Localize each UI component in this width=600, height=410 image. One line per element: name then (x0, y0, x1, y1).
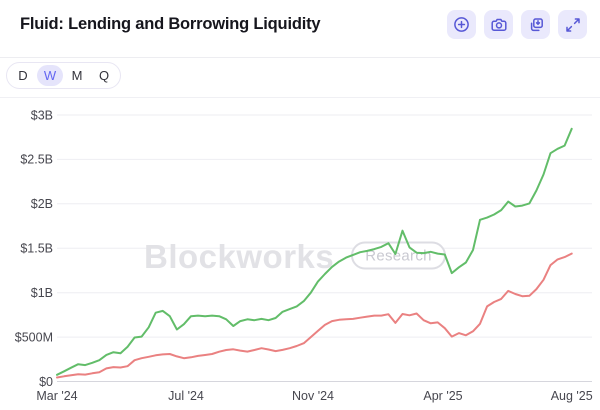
toolbar-divider (0, 97, 600, 98)
circle-plus-icon (454, 17, 469, 32)
x-axis-label: Nov '24 (292, 389, 334, 403)
y-axis-label: $0 (39, 375, 53, 389)
snapshot-button[interactable] (484, 10, 513, 39)
range-option-month[interactable]: M (64, 65, 90, 86)
y-axis-label: $3B (31, 108, 53, 122)
zoom-in-button[interactable] (447, 10, 476, 39)
camera-icon (490, 18, 507, 31)
range-option-day[interactable]: D (10, 65, 36, 86)
range-selector: D W M Q (6, 62, 121, 89)
header-divider (0, 57, 600, 58)
x-axis-label: Jul '24 (168, 389, 204, 403)
y-axis-label: $2B (31, 197, 53, 211)
save-to-stack-icon (530, 17, 543, 31)
watermark-brand: Blockworks (144, 238, 334, 275)
range-option-week[interactable]: W (37, 65, 63, 86)
watermark-badge-label: Research (365, 248, 432, 265)
x-axis-label: Aug '25 (551, 389, 593, 403)
range-option-quarter[interactable]: Q (91, 65, 117, 86)
y-axis-label: $2.5B (20, 153, 53, 167)
fullscreen-button[interactable] (558, 10, 587, 39)
series-line-1 (56, 252, 573, 379)
page-title: Fluid: Lending and Borrowing Liquidity (20, 15, 321, 33)
y-axis-label: $1.5B (20, 242, 53, 256)
save-export-button[interactable] (521, 10, 550, 39)
chart-toolbar (447, 10, 587, 39)
series-line-0 (56, 127, 573, 376)
x-axis-label: Mar '24 (36, 389, 77, 403)
expand-icon (565, 17, 580, 32)
x-axis-label: Apr '25 (423, 389, 462, 403)
y-axis-label: $500M (15, 330, 53, 344)
y-axis-label: $1B (31, 286, 53, 300)
